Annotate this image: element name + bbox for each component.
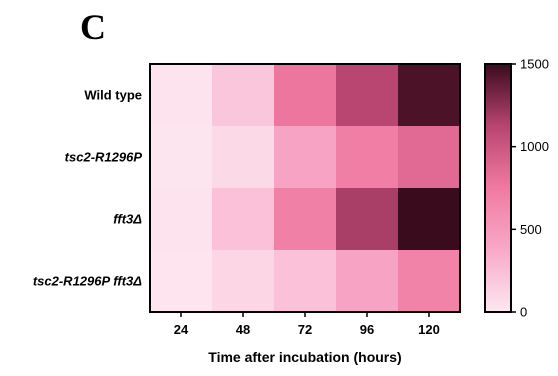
heatmap-cell — [336, 64, 399, 127]
heatmap-cell — [274, 126, 337, 189]
x-tick-label: 96 — [360, 322, 374, 337]
heatmap-cell — [398, 126, 461, 189]
heatmap-cell — [212, 126, 275, 189]
heatmap-cell — [336, 250, 399, 313]
heatmap-cell — [336, 188, 399, 251]
heatmap-cell — [336, 126, 399, 189]
colorbar-tick-label: 0 — [520, 305, 527, 320]
heatmap-cell — [150, 250, 213, 313]
row-labels: Wild type tsc2-R1296P fft3Δ tsc2-R1296P fft… — [33, 88, 143, 289]
x-tick-label: 72 — [298, 322, 312, 337]
heatmap-cell — [398, 64, 461, 127]
heatmap-cell — [150, 64, 213, 127]
x-tick-label: 24 — [174, 322, 189, 337]
x-axis-ticks: 24 48 72 96 120 — [174, 312, 440, 337]
x-axis-label: Time after incubation (hours) — [208, 349, 401, 365]
heatmap-cell — [398, 188, 461, 251]
x-tick-label: 48 — [236, 322, 250, 337]
heatmap-cell — [212, 188, 275, 251]
row-label: fft3Δ — [113, 212, 142, 227]
heatmap-cell — [150, 126, 213, 189]
row-label: Wild type — [84, 88, 142, 103]
colorbar-tick-label: 1000 — [520, 139, 549, 154]
colorbar-ticks: 0 500 1000 1500 — [511, 57, 549, 320]
heatmap-cell — [212, 250, 275, 313]
colorbar — [484, 63, 512, 313]
heatmap-cell — [212, 64, 275, 127]
panel-label: C — [80, 7, 106, 47]
heatmap-cell — [274, 64, 337, 127]
row-label: tsc2-R1296P fft3Δ — [33, 274, 142, 289]
heatmap-cell — [150, 188, 213, 251]
colorbar-tick-label: 1500 — [520, 57, 549, 72]
heatmap-cell — [398, 250, 461, 313]
x-tick-label: 120 — [418, 322, 440, 337]
heatmap-cell — [274, 188, 337, 251]
heatmap-cells — [150, 64, 461, 313]
heatmap-cell — [274, 250, 337, 313]
row-label: tsc2-R1296P — [65, 150, 143, 165]
colorbar-tick-label: 500 — [520, 222, 542, 237]
